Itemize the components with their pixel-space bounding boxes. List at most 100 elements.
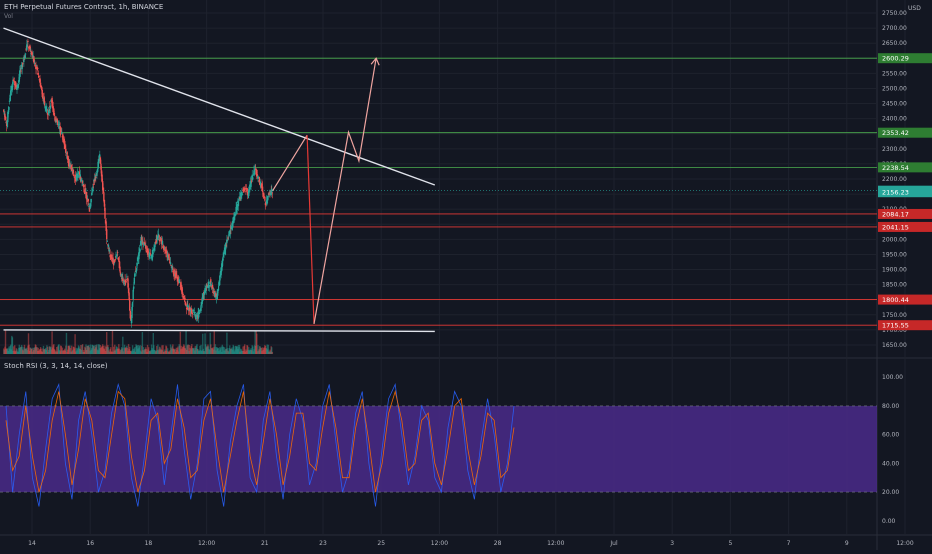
candle-body [168, 259, 171, 261]
candle-body [152, 249, 154, 258]
candle-body [100, 163, 102, 170]
candle-body [168, 253, 170, 259]
candle-body [208, 285, 211, 287]
candle-body [150, 257, 152, 259]
volume-bar [49, 346, 51, 354]
volume-bar [215, 347, 218, 354]
candle-body [92, 186, 94, 192]
candle-body [215, 298, 218, 300]
candle-body [227, 234, 230, 236]
volume-bar [266, 344, 268, 354]
candle-body [82, 183, 84, 186]
volume-bar [110, 347, 112, 354]
candle-body [119, 272, 122, 276]
candle-body [158, 239, 160, 240]
candle-body [135, 268, 138, 271]
volume-bar [176, 349, 178, 354]
candle-body [49, 105, 52, 109]
volume-bar [22, 350, 25, 354]
candle-body [203, 290, 206, 295]
candle-body [37, 73, 39, 75]
support-label: 2084.17 [882, 210, 909, 218]
candle-body [3, 109, 5, 112]
candle-body [41, 86, 43, 91]
support-label-bg [878, 208, 932, 219]
candle-body [239, 197, 241, 200]
candle-body [46, 109, 48, 112]
candle-body [110, 255, 112, 257]
volume-bar [176, 347, 179, 354]
candle-body [21, 65, 23, 70]
volume-bar [254, 331, 256, 354]
volume-bar [143, 350, 145, 354]
volume-bar [130, 351, 133, 354]
volume-bar [78, 348, 81, 354]
candle-body [122, 276, 124, 278]
candle-body [88, 206, 90, 207]
volume-bar [37, 351, 39, 354]
candle-body [127, 278, 129, 288]
candle-body [180, 284, 183, 292]
candle-body [60, 130, 62, 133]
candle-body [246, 191, 249, 196]
volume-bar [253, 349, 255, 354]
volume-bar [77, 347, 79, 354]
candle-body [244, 189, 246, 191]
volume-bar [148, 347, 150, 354]
candle-body [158, 239, 161, 242]
volume-bar [45, 350, 48, 354]
candle-body [190, 308, 192, 310]
volume-bar [181, 347, 184, 354]
volume-bar [153, 345, 155, 354]
volume-bar [258, 349, 260, 354]
candle-body [92, 184, 95, 186]
volume-bar [34, 344, 37, 354]
volume-bar [212, 349, 215, 354]
volume-bar [172, 344, 174, 354]
volume-bar [70, 351, 72, 354]
volume-bar [26, 350, 29, 354]
volume-bar [188, 351, 190, 354]
candle-body [76, 174, 78, 181]
volume-bar [32, 350, 35, 354]
candle-body [252, 177, 254, 180]
volume-bar [134, 346, 136, 354]
candle-body [22, 63, 24, 65]
volume-bar [184, 348, 187, 354]
candle-body [192, 309, 194, 311]
candle-body [100, 170, 103, 177]
volume-bar [208, 350, 211, 354]
volume-bar [152, 332, 155, 354]
volume-bar [57, 346, 59, 354]
volume-bar [16, 351, 19, 354]
x-tick-label: 18 [145, 540, 153, 547]
volume-bar [112, 351, 114, 354]
y-tick-label: 2500.00 [882, 85, 907, 92]
candle-body [12, 79, 14, 85]
candle-body [189, 310, 192, 312]
volume-bar [50, 346, 52, 354]
volume-bar [138, 345, 141, 354]
volume-bar [153, 349, 156, 354]
candle-body [45, 106, 48, 112]
volume-bar [91, 344, 94, 354]
volume-bar [198, 350, 201, 354]
volume-bar [157, 344, 159, 354]
volume-bar [131, 350, 133, 354]
volume-bar [173, 349, 176, 354]
volume-bar [226, 348, 229, 354]
volume-bar [265, 348, 268, 354]
volume-bar [114, 344, 116, 354]
candle-body [232, 220, 234, 223]
candle-body [269, 190, 272, 196]
volume-bar [133, 350, 135, 354]
volume-bar [250, 348, 252, 354]
candle-body [254, 169, 257, 170]
x-tick-label: 21 [261, 540, 269, 547]
volume-bar [157, 350, 160, 354]
volume-bar [38, 350, 40, 354]
volume-bar [183, 345, 186, 354]
volume-bar [129, 351, 132, 354]
volume-bar [9, 344, 12, 354]
